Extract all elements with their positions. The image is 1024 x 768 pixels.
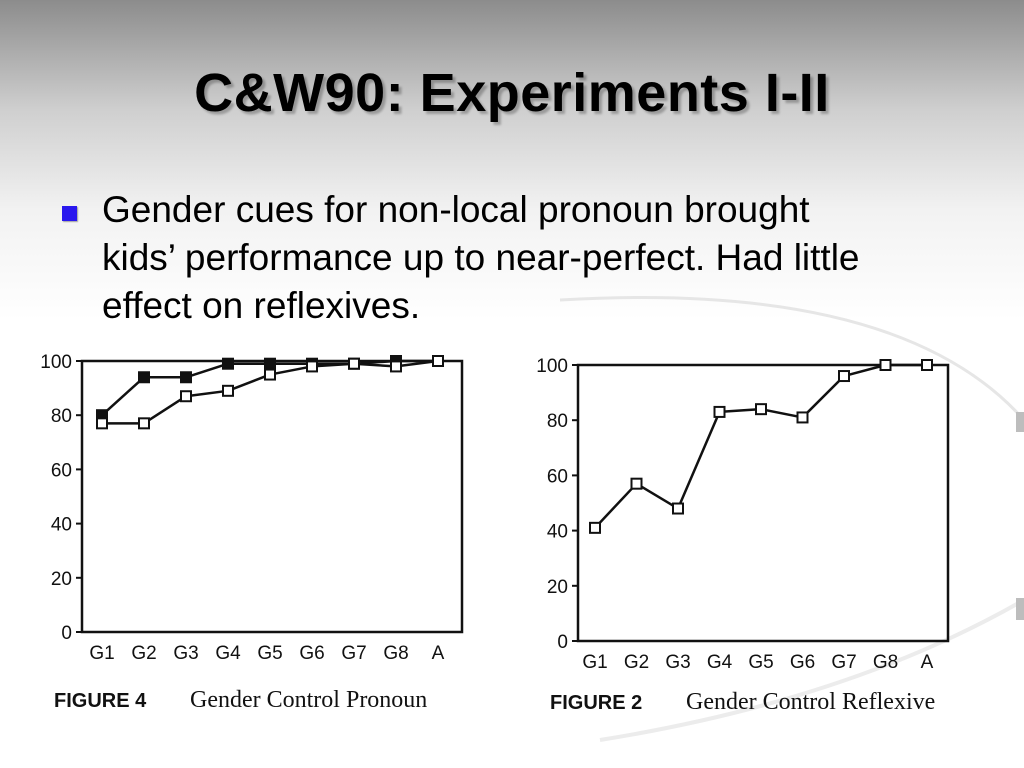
data-point-marker	[222, 357, 234, 370]
x-tick-label: A	[432, 643, 445, 664]
data-point-marker	[138, 417, 150, 430]
x-tick-label: G8	[383, 643, 408, 664]
data-point-marker	[264, 357, 276, 370]
y-tick-label: 60	[51, 460, 72, 481]
x-tick-label: G1	[89, 643, 114, 664]
bullet-text: Gender cues for non-local pronoun brough…	[102, 189, 860, 326]
x-tick-label: G1	[582, 652, 607, 673]
y-tick-label: 40	[51, 515, 72, 536]
x-tick-label: G3	[173, 643, 198, 664]
plot-frame	[80, 359, 464, 634]
data-point-marker	[180, 390, 192, 403]
figure-title: Gender Control Pronoun	[190, 687, 427, 713]
figure-title: Gender Control Reflexive	[686, 689, 935, 715]
x-tick-label: G7	[831, 652, 856, 673]
y-tick-label: 20	[547, 577, 568, 598]
x-tick-label: G8	[873, 652, 898, 673]
figure-4-svg: 100 80 60 40 20 0 G1 G2 G3 G4 G5 G6 G7 G8 A FIGURE 4 Gen…	[40, 352, 464, 713]
y-tick-label: 80	[547, 411, 568, 432]
data-point-marker	[96, 417, 108, 430]
x-tick-label: A	[921, 652, 934, 673]
data-point-marker	[672, 502, 684, 515]
x-tick-label: G7	[341, 643, 366, 664]
figure-2-svg: 100 80 60 40 20 0 G1 G2 G3 G4 G5 G6 G7 G8 A FIGURE 2 Gen…	[536, 356, 950, 715]
data-point-marker	[796, 411, 809, 424]
data-point-marker	[838, 370, 850, 383]
figure-2-chart: 100 80 60 40 20 0 G1 G2 G3 G4 G5 G6 G7 G8 A FIGURE 2 Gen…	[520, 345, 1020, 725]
y-tick-label: 0	[61, 623, 72, 644]
figure-label: FIGURE 2	[550, 692, 642, 714]
y-tick-label: 100	[40, 352, 72, 373]
x-tick-label: G2	[131, 643, 156, 664]
data-point-marker	[921, 359, 933, 371]
figure-4-chart: 100 80 60 40 20 0 G1 G2 G3 G4 G5 G6 G7 G8 A FIGURE 4 Gen…	[22, 345, 512, 725]
data-point-marker	[390, 360, 402, 373]
data-point-marker	[222, 384, 234, 397]
data-point-marker	[306, 360, 318, 373]
x-tick-label: G2	[624, 652, 649, 673]
y-tick-label: 20	[51, 569, 72, 590]
data-point-marker	[348, 357, 360, 370]
x-tick-label: G4	[215, 643, 241, 664]
slide-title: C&W90: Experiments I-II	[194, 63, 830, 123]
data-point-marker	[138, 371, 150, 384]
data-point-marker	[879, 359, 892, 371]
data-point-marker	[180, 371, 192, 384]
bullet-square-icon	[62, 206, 77, 221]
data-point-marker	[630, 477, 643, 490]
y-tick-label: 40	[547, 522, 568, 543]
x-tick-label: G6	[299, 643, 324, 664]
data-point-marker	[755, 403, 767, 416]
data-point-marker	[589, 521, 601, 534]
y-tick-label: 60	[547, 466, 568, 487]
y-tick-label: 0	[557, 632, 568, 653]
x-tick-label: G6	[790, 652, 815, 673]
figure-label: FIGURE 4	[54, 690, 147, 712]
data-point-marker	[432, 355, 444, 367]
x-tick-label: G4	[707, 652, 733, 673]
plot-frame	[576, 363, 950, 643]
data-point-marker	[264, 368, 276, 381]
x-tick-label: G3	[665, 652, 690, 673]
y-tick-label: 100	[536, 356, 568, 377]
series-line	[594, 363, 927, 529]
x-tick-label: G5	[257, 643, 282, 664]
y-tick-label: 80	[51, 406, 72, 427]
data-point-marker	[713, 405, 726, 418]
x-tick-label: G5	[748, 652, 773, 673]
